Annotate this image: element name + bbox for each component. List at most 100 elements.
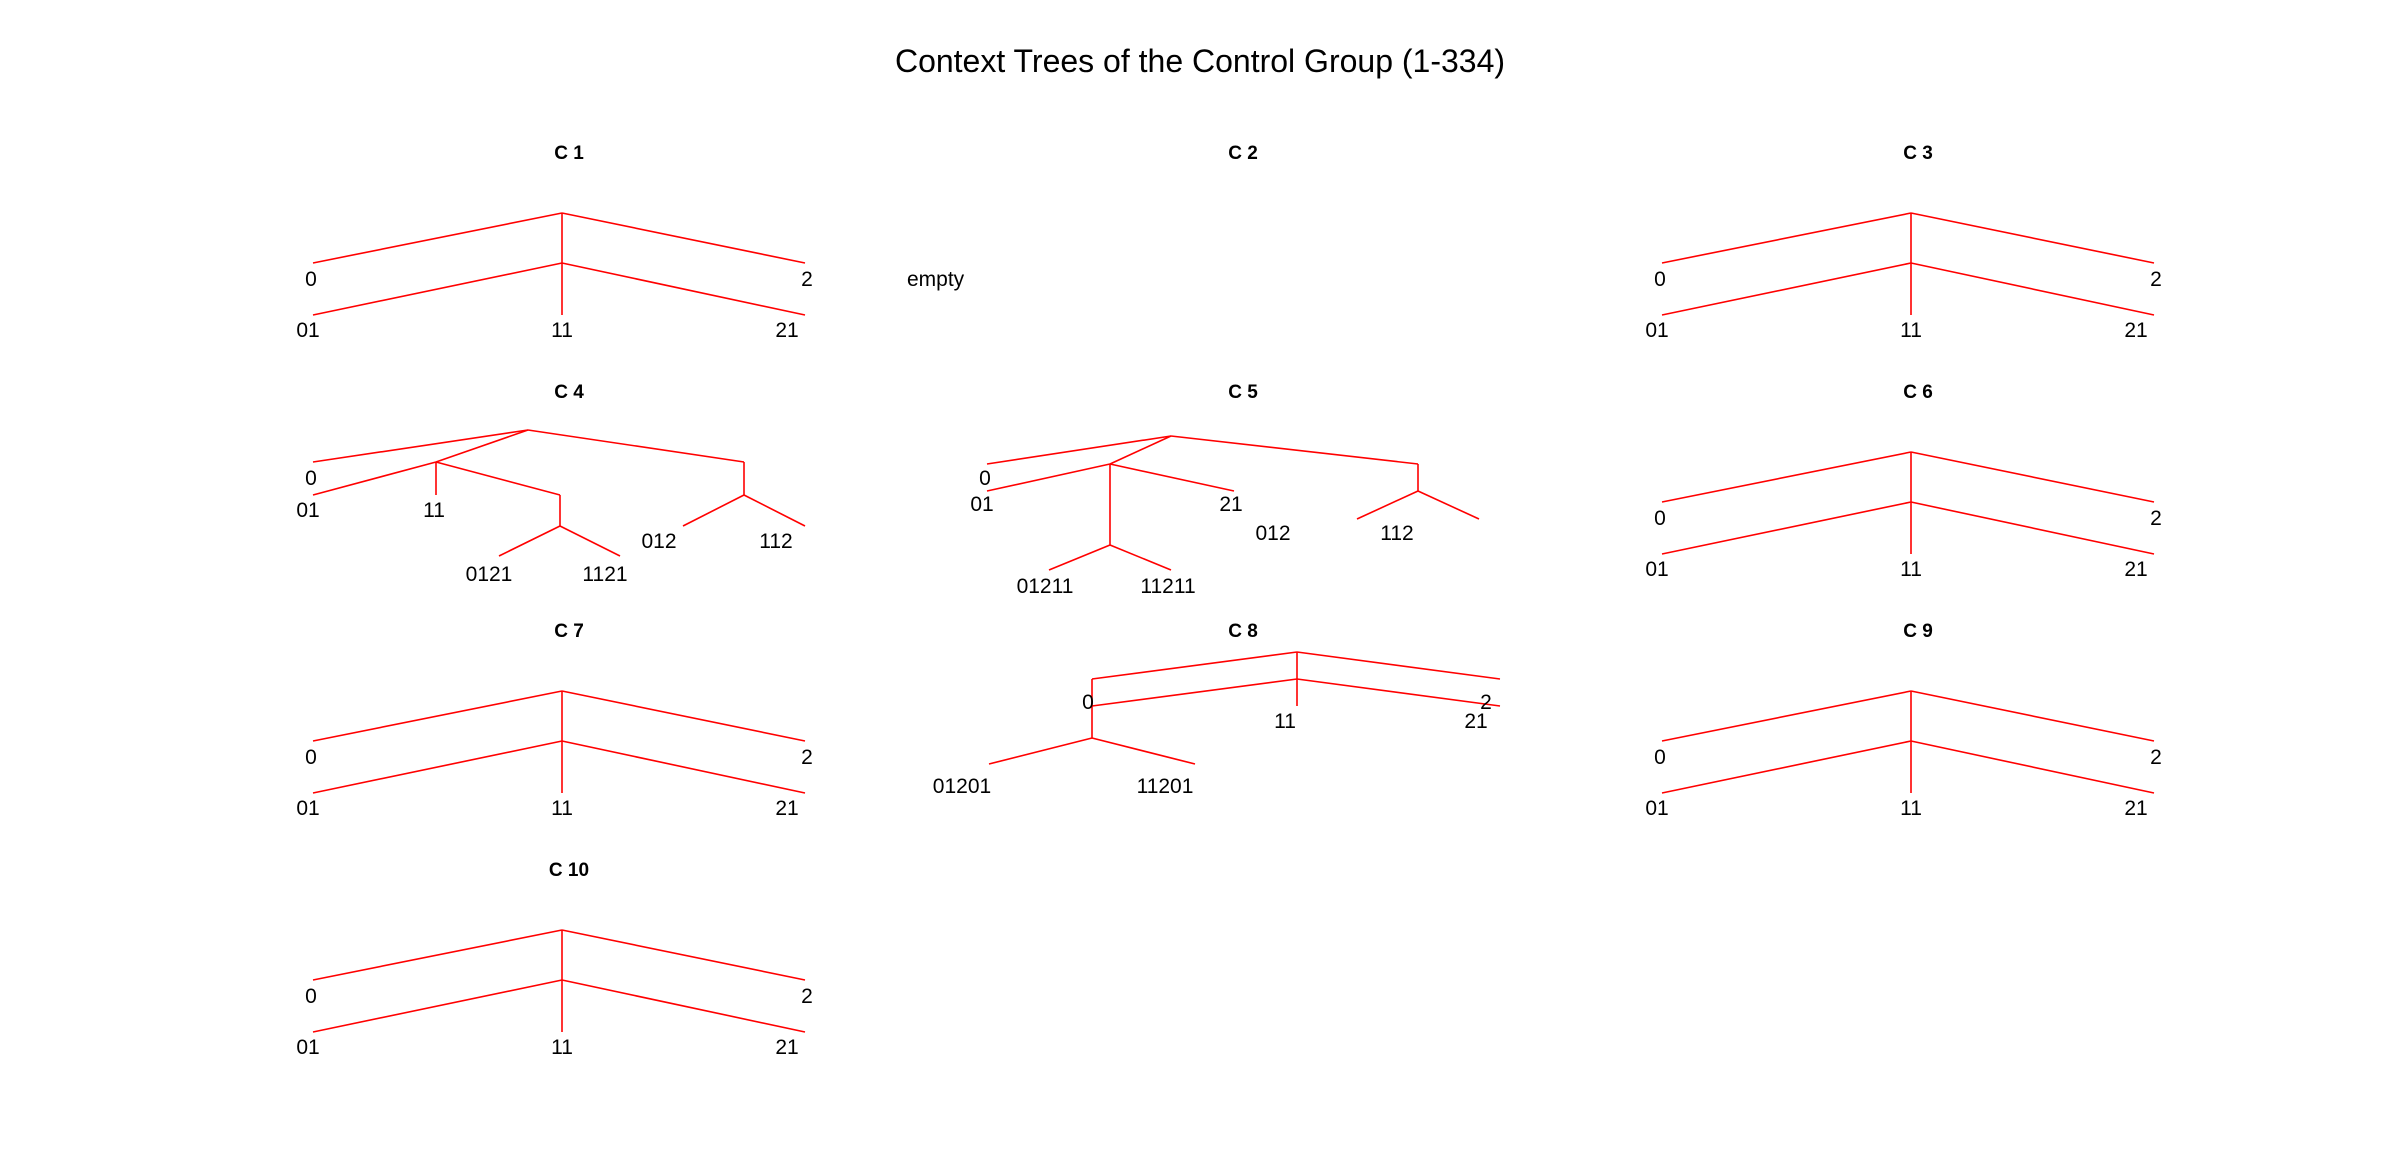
tree-edge [1091, 737, 1196, 765]
node-label: 2 [2150, 746, 2162, 769]
tree-edge [1417, 490, 1480, 520]
figure-title: Context Trees of the Control Group (1-33… [895, 43, 1505, 79]
node-label: 0 [1654, 746, 1666, 769]
tree-edge [1661, 501, 1912, 555]
node-label: 2 [2150, 507, 2162, 530]
tree-edge [1296, 651, 1501, 680]
node-label: 2 [801, 268, 813, 291]
node-label: 0 [1654, 268, 1666, 291]
node-label: 11 [551, 797, 573, 820]
panel-title: C 5 [1228, 382, 1258, 403]
node-label: 2 [801, 985, 813, 1008]
node-label: 01 [970, 493, 993, 516]
node-label: 01 [1645, 319, 1668, 342]
tree-edge [312, 429, 529, 463]
node-label: 2 [1480, 691, 1492, 714]
tree-edge [986, 435, 1172, 465]
tree-edge [435, 429, 529, 463]
tree-edge [1109, 544, 1172, 571]
node-label: 0121 [466, 563, 513, 586]
tree-edge [1910, 451, 2155, 503]
tree-edge [561, 212, 806, 264]
tree-edge [561, 979, 806, 1033]
tree-edge [1910, 262, 2155, 316]
panel-title: C 7 [554, 621, 584, 642]
node-label: 21 [775, 797, 798, 820]
node-label: 21 [1464, 710, 1487, 733]
node-label: 012 [641, 530, 676, 553]
tree-edge [561, 929, 806, 981]
tree-edge [1661, 212, 1912, 264]
node-label: 21 [775, 1036, 798, 1059]
tree-edge [1356, 490, 1419, 520]
panel-title: C 9 [1903, 621, 1933, 642]
tree-edge [1109, 463, 1235, 492]
tree-edge [527, 429, 745, 463]
node-label: 21 [775, 319, 798, 342]
node-label: 0 [1082, 691, 1094, 714]
node-label: 21 [1219, 493, 1242, 516]
tree-edge [312, 740, 563, 794]
node-label: 01 [296, 319, 319, 342]
tree-panel: C 1 0 2 01 11 21 [296, 143, 813, 342]
node-label: 11 [1900, 558, 1922, 581]
node-label: 2 [2150, 268, 2162, 291]
tree-edge [312, 690, 563, 742]
tree-edge [1170, 435, 1419, 465]
node-label: 01211 [1017, 575, 1074, 598]
node-label: 0 [305, 467, 317, 490]
node-label: 11 [1900, 797, 1922, 820]
tree-edge [312, 262, 563, 316]
tree-edge [1910, 740, 2155, 794]
node-label: 1121 [582, 563, 627, 586]
tree-edge [988, 737, 1093, 765]
node-label: 11 [551, 1036, 573, 1059]
node-label: 012 [1255, 522, 1290, 545]
panel-title: C 3 [1903, 143, 1933, 164]
tree-edge [1091, 678, 1298, 707]
node-label: 0 [305, 268, 317, 291]
node-label: 11 [1274, 710, 1296, 733]
node-label: 21 [2124, 319, 2147, 342]
node-label: 21 [2124, 797, 2147, 820]
tree-edge [1910, 501, 2155, 555]
node-label: 01 [296, 797, 319, 820]
node-label: 11 [1900, 319, 1922, 342]
node-label: 112 [1380, 522, 1413, 545]
node-label: 0 [305, 746, 317, 769]
tree-panel: C 9 0 2 01 11 21 [1645, 621, 2162, 820]
node-label: 11201 [1137, 775, 1194, 798]
node-label: 0 [1654, 507, 1666, 530]
tree-edge [312, 461, 437, 496]
tree-edge [561, 262, 806, 316]
node-label: 112 [759, 530, 792, 553]
tree-edge [1661, 690, 1912, 742]
panel-title: C 2 [1228, 143, 1258, 164]
tree-panel: C 4 0 01 11 012 112 0121 1121 [296, 382, 806, 586]
tree-edge [561, 740, 806, 794]
tree-edge [1661, 262, 1912, 316]
node-label: 2 [801, 746, 813, 769]
tree-panel: C 5 0 01 21 012 112 01211 11211 [970, 382, 1480, 598]
node-label: 21 [2124, 558, 2147, 581]
tree-edge [559, 525, 621, 557]
tree-edge [1048, 544, 1111, 571]
tree-edge [312, 212, 563, 264]
empty-label: empty [907, 268, 965, 291]
tree-edge [1910, 690, 2155, 742]
panel-title: C 4 [554, 382, 584, 403]
node-label: 01 [1645, 558, 1668, 581]
tree-edge [561, 690, 806, 742]
node-label: 0 [979, 467, 991, 490]
node-label: 01 [296, 499, 319, 522]
node-label: 01 [1645, 797, 1668, 820]
tree-edge [498, 525, 561, 557]
node-label: 11 [423, 499, 445, 522]
tree-panel: C 6 0 2 01 11 21 [1645, 382, 2162, 581]
tree-panel: C 3 0 2 01 11 21 [1645, 143, 2162, 342]
tree-edge [1296, 678, 1501, 707]
tree-edge [1091, 651, 1298, 680]
node-label: 01 [296, 1036, 319, 1059]
panel-title: C 6 [1903, 382, 1933, 403]
